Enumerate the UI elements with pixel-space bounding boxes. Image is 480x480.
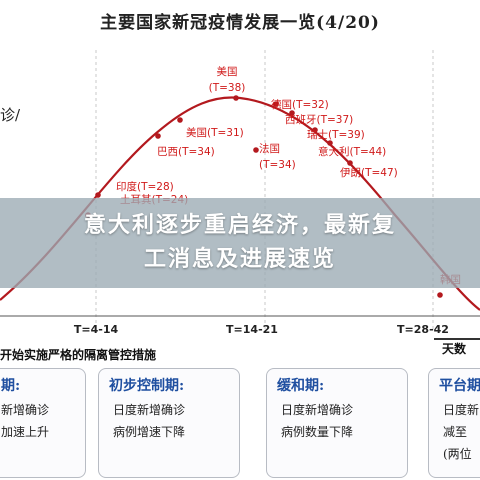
country-point [437, 292, 443, 298]
country-point [155, 133, 161, 139]
y-axis-label: 诊/ [0, 106, 21, 124]
phase-title: 平台期 [439, 378, 480, 394]
country-label: 美国(T=38) [209, 65, 246, 94]
phase-desc-line: 减至 [443, 425, 468, 439]
phase-desc-line: 新增确诊 [1, 403, 50, 417]
country-point [327, 140, 333, 146]
country-label: 巴西(T=34) [157, 146, 215, 158]
phase-card-initial-control: 初步控制期: 日度新增确诊 病例增速下降 [98, 368, 240, 478]
phase-desc-line: (两位 [443, 447, 472, 461]
article-title-banner[interactable]: 意大利逐步重启经济，最新复 工消息及进展速览 [0, 198, 480, 288]
article-title-line: 意大利逐步重启经济，最新复 [83, 213, 396, 238]
phase-card-accelerating: 期: 新增确诊 加速上升 [0, 368, 86, 478]
phase-desc-line: 日度新增确诊 [113, 403, 186, 417]
phase-desc-line: 病例数量下降 [281, 425, 354, 439]
phase-card-easing: 缓和期: 日度新增确诊 病例数量下降 [266, 368, 408, 478]
country-point [177, 117, 183, 123]
days-label: 天数 [434, 338, 480, 360]
phase-title: 初步控制期: [109, 378, 185, 394]
chart-title: 主要国家新冠疫情发展一览(4/20) [100, 13, 380, 33]
country-point [95, 192, 101, 198]
phase-card-plateau: 平台期 日度新 减至 (两位 [428, 368, 480, 478]
country-label: 西班牙(T=37) [285, 114, 353, 126]
phase-title: 缓和期: [277, 378, 325, 394]
country-label: 德国(T=32) [271, 98, 329, 111]
phase-desc-line: 病例增速下降 [113, 425, 186, 439]
x-tick-label: T=14-21 [226, 323, 278, 336]
country-point [312, 127, 318, 133]
x-tick-label: T=28-42 [397, 323, 449, 336]
country-label: 伊朗(T=47) [340, 167, 398, 179]
country-label: 意大利(T=44) [318, 145, 386, 158]
phase-desc-line: 日度新 [443, 403, 480, 417]
phase-title: 期: [1, 378, 21, 394]
country-point [347, 160, 353, 166]
measures-header: 开始实施严格的隔离管控措施 [0, 348, 157, 362]
phase-desc-line: 加速上升 [1, 425, 50, 439]
country-label: 印度(T=28) [116, 180, 174, 193]
country-point [253, 147, 259, 153]
country-point [289, 110, 295, 116]
country-label: 法国(T=34) [259, 142, 296, 171]
country-point [233, 95, 239, 101]
country-point [273, 101, 279, 107]
country-label: 美国(T=31) [186, 126, 244, 139]
x-tick-label: T=4-14 [74, 323, 119, 336]
article-title-line: 工消息及进展速览 [143, 247, 336, 272]
phase-desc-line: 日度新增确诊 [281, 403, 354, 417]
country-label: 瑞士(T=39) [307, 128, 365, 141]
